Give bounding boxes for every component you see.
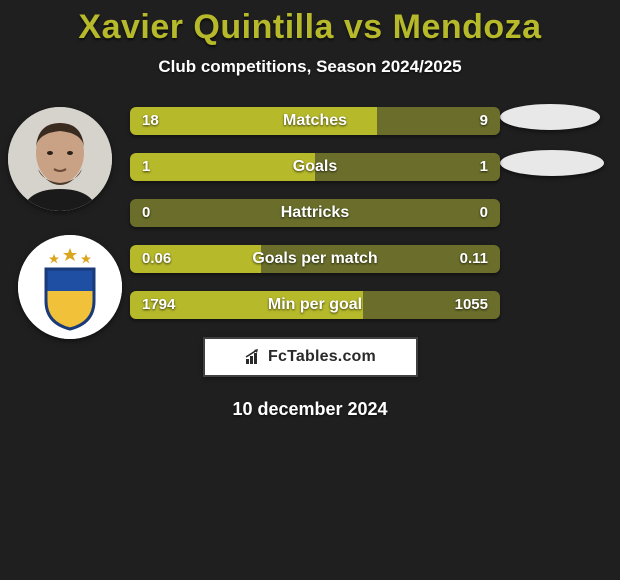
stat-right-value: 0.11 xyxy=(460,245,488,273)
shield-icon xyxy=(18,235,122,339)
barchart-up-icon xyxy=(244,348,262,366)
stat-row: 0 Hattricks 0 xyxy=(130,199,500,227)
player-right-avatar xyxy=(500,104,600,130)
stat-label: Hattricks xyxy=(130,199,500,227)
stat-label: Goals xyxy=(130,153,500,181)
person-icon xyxy=(8,107,112,211)
club-right-badge xyxy=(500,150,604,176)
subtitle: Club competitions, Season 2024/2025 xyxy=(0,57,620,77)
date-line: 10 december 2024 xyxy=(0,399,620,420)
stat-row: 18 Matches 9 xyxy=(130,107,500,135)
club-left-badge xyxy=(18,235,122,339)
stat-right-value: 1 xyxy=(480,153,488,181)
stat-label: Goals per match xyxy=(130,245,500,273)
comparison-card: Xavier Quintilla vs Mendoza Club competi… xyxy=(0,0,620,580)
stat-label: Min per goal xyxy=(130,291,500,319)
stat-row: 0.06 Goals per match 0.11 xyxy=(130,245,500,273)
stat-rows: 18 Matches 9 1 Goals 1 0 Hattricks 0 0.0… xyxy=(130,107,500,319)
player-left-avatar xyxy=(8,107,112,211)
stats-area: 18 Matches 9 1 Goals 1 0 Hattricks 0 0.0… xyxy=(0,107,620,319)
stat-row: 1 Goals 1 xyxy=(130,153,500,181)
brand-box[interactable]: FcTables.com xyxy=(203,337,418,377)
stat-row: 1794 Min per goal 1055 xyxy=(130,291,500,319)
brand-label: FcTables.com xyxy=(268,348,376,366)
stat-right-value: 1055 xyxy=(455,291,488,319)
page-title: Xavier Quintilla vs Mendoza xyxy=(0,0,620,47)
stat-right-value: 0 xyxy=(480,199,488,227)
stat-label: Matches xyxy=(130,107,500,135)
stat-right-value: 9 xyxy=(480,107,488,135)
